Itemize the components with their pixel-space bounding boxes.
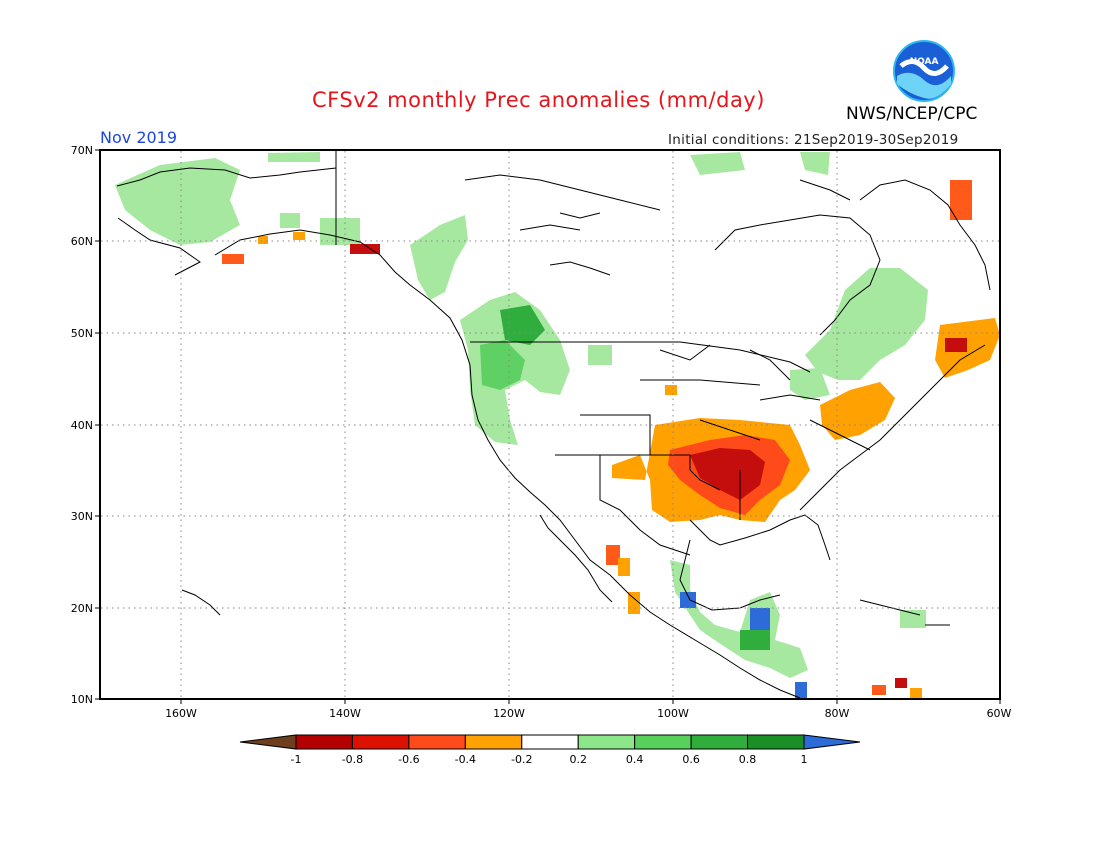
colorbar-tick-label: -0.6 [398,753,419,766]
colorbar-swatch [295,734,353,750]
colorbar-tick-label: -0.2 [511,753,532,766]
forecast-month: Nov 2019 [100,128,178,147]
colorbar-tick-label: -1 [291,753,302,766]
lon-label: 100W [657,707,689,720]
lon-label: 140W [329,707,361,720]
colorbar-swatch [408,734,466,750]
colorbar-swatch [747,734,805,750]
colorbar-swatch [464,734,523,750]
lon-label: 120W [493,707,525,720]
lon-label: 60W [987,707,1012,720]
colorbar-tick-label: 0.4 [626,753,644,766]
colorbar-swatch [577,734,636,750]
latitude-labels: 70N 60N 50N 40N 30N 20N 10N [71,144,93,706]
colorbar-extend-low [239,734,297,750]
axis-ticks [95,149,1001,704]
colorbar-swatch [351,734,410,750]
colorbar-swatch [634,734,692,750]
lat-label: 10N [71,693,93,706]
graticule [101,151,999,699]
logo-text: NOAA [910,57,939,67]
lat-label: 60N [71,235,93,248]
coastlines [116,150,991,699]
lat-label: 20N [71,602,93,615]
lat-label: 70N [71,144,93,157]
colorbar-tick-label: -0.4 [455,753,476,766]
colorbar-tick-label: 0.8 [739,753,757,766]
colorbar-tick-label: 1 [801,753,808,766]
noaa-logo-icon: NOAA [893,40,955,102]
lat-label: 30N [71,510,93,523]
lat-label: 40N [71,419,93,432]
lon-label: 160W [165,707,197,720]
anomaly-shading [115,152,1000,698]
colorbar-tick-label: 0.2 [569,753,587,766]
colorbar-extend-high [803,734,861,750]
colorbar-tick-label: -0.8 [342,753,363,766]
colorbar: -1 -0.8 -0.6 -0.4 -0.2 0.2 0.4 0.6 0.8 1 [239,734,861,766]
agency-label: NWS/NCEP/CPC [846,104,978,124]
colorbar-tick-label: 0.6 [682,753,700,766]
colorbar-swatch [690,734,749,750]
longitude-labels: 160W 140W 120W 100W 80W 60W [165,707,1011,720]
lon-label: 80W [825,707,850,720]
lat-label: 50N [71,327,93,340]
initial-conditions: Initial conditions: 21Sep2019-30Sep2019 [668,132,959,148]
colorbar-swatch [521,734,579,750]
chart-title: CFSv2 monthly Prec anomalies (mm/day) [312,88,765,112]
